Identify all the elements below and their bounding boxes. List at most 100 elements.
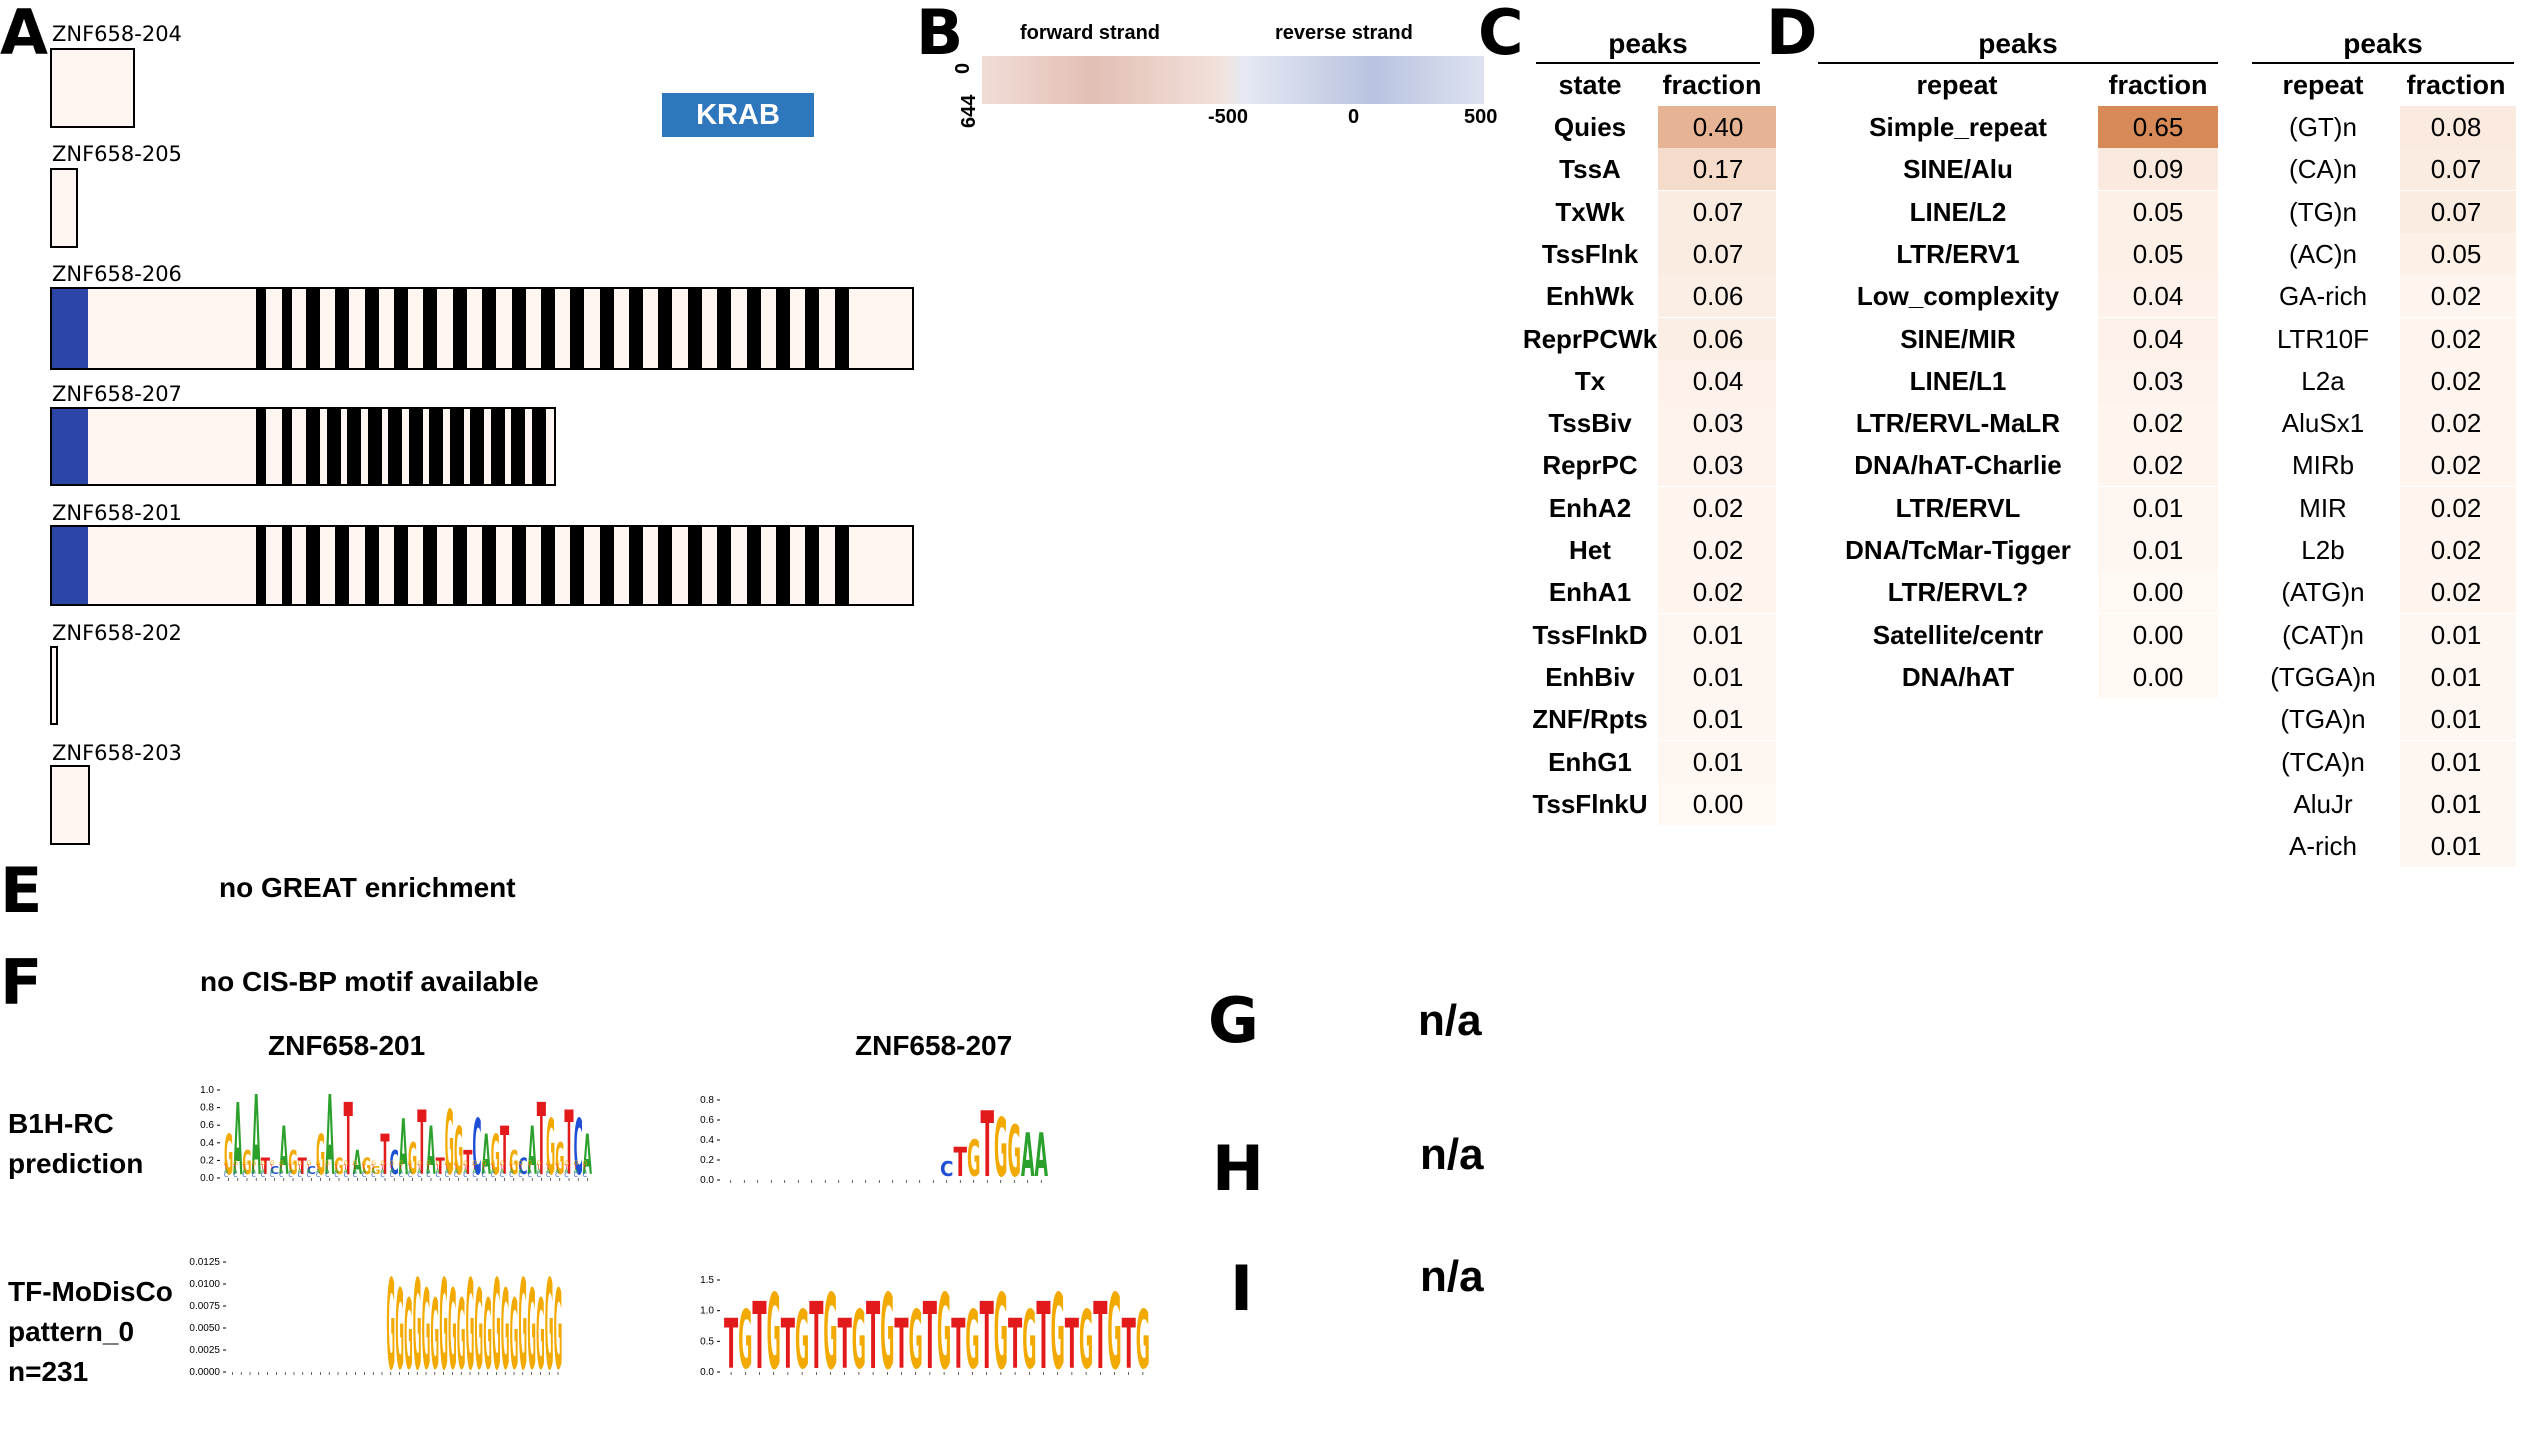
logo-small-letter: G [242, 1160, 247, 1167]
logo-letter: C [518, 1153, 527, 1179]
logo-small-letter: T [223, 1164, 228, 1171]
b1h-row-title: B1H-RC prediction [8, 1104, 143, 1184]
repeat-name-row-label: (TGA)n [2280, 704, 2366, 735]
logo-small-letter: A [279, 1168, 284, 1175]
logo-small-letter: C [242, 1172, 246, 1179]
heatmap-y-top: 0 [952, 62, 974, 74]
logo-axis-tick: 0.6 [200, 1120, 214, 1131]
logo-small-letter: C [399, 1172, 403, 1179]
logo-small-letter: T [444, 1164, 449, 1171]
table-d1-col1: repeat [1916, 70, 1998, 100]
zf-c2h2-domain [335, 289, 350, 368]
zf-c2h2-domain [282, 289, 292, 368]
state-row-value: 0.02 [1692, 535, 1744, 565]
logo-letter: A [528, 1114, 537, 1190]
panel-letter-g: G [1208, 984, 1259, 1057]
zf-c2h2-domain [746, 527, 761, 604]
logo-letter: G [937, 1272, 951, 1393]
logo-small-letter: C [316, 1172, 320, 1179]
repeat-name-row-label: MIRb [2291, 450, 2355, 481]
logo-letter: G [545, 1254, 554, 1398]
repeat-family-row-value: 0.00 [2132, 619, 2184, 650]
repeat-family-cell-bg [2098, 190, 2218, 233]
logo-letter: G [288, 1145, 297, 1182]
state-cell-bg [1658, 571, 1776, 614]
logo-letter: T [261, 1153, 271, 1179]
repeat-family-row-label: LINE/L2 [1909, 196, 2007, 227]
repeat-family-cell-bg [2098, 359, 2218, 402]
state-cell-bg [1658, 529, 1776, 571]
logo-small-letter: G [353, 1160, 358, 1167]
logo-small-letter: T [232, 1164, 237, 1171]
logo-small-letter: C [472, 1172, 476, 1179]
repeat-name-row-label: GA-rich [2278, 281, 2368, 312]
zf-c2h2-domain [490, 409, 505, 484]
logo-small-letter: T [545, 1164, 550, 1171]
logo-letter: G [823, 1272, 837, 1393]
b1h-row-title-line1: B1H-RC [8, 1108, 114, 1139]
logo-small-letter: A [564, 1168, 569, 1175]
repeat-family-row-label: DNA/TcMar-Tigger [1845, 535, 2071, 565]
logo-axis-tick: 0.0 [700, 1175, 714, 1186]
logo-letter: G [404, 1279, 413, 1391]
logo-small-letter: G [537, 1160, 542, 1167]
logo-small-letter: A [417, 1168, 422, 1175]
logo-letter: G [1008, 1112, 1022, 1194]
repeat-name-row-value: 0.02 [2430, 577, 2482, 608]
state-cell-bg [1658, 148, 1776, 191]
logo-letter: A [279, 1114, 288, 1190]
repeat-name-cell-bg [2400, 359, 2516, 402]
repeat-name-cell-bg [2400, 655, 2516, 698]
state-cell-bg [1658, 740, 1776, 783]
state-row-label: EnhA2 [1548, 492, 1632, 523]
logo-axis-tick: 0.0125 [189, 1257, 220, 1268]
repeat-name-row-label: L2a [2301, 365, 2345, 396]
repeat-family-row-label: DNA/hAT [1901, 661, 2015, 692]
logo-letter: T [344, 1083, 353, 1198]
table-c-rule [1536, 62, 1760, 64]
logo-small-letter: C [353, 1172, 357, 1179]
logo-letter: G [413, 1254, 422, 1398]
logo-letter: T [417, 1094, 426, 1196]
state-row-value: 0.01 [1692, 619, 1744, 650]
logo-small-letter: T [352, 1164, 357, 1171]
logo-small-letter: G [371, 1160, 376, 1167]
logo-small-letter: G [472, 1160, 477, 1167]
logo-small-letter: T [471, 1164, 476, 1171]
repeat-name-row-value: 0.07 [2430, 196, 2482, 227]
state-row-value: 0.40 [1692, 112, 1744, 142]
table-c-title: peaks [1608, 28, 1688, 59]
logo-axis-tick: 0.0025 [189, 1345, 220, 1356]
repeat-name-row-label: (TGGA)n [2270, 661, 2376, 692]
repeat-name-cell-bg [2400, 148, 2516, 191]
logo-small-letter: G [316, 1160, 321, 1167]
logo-small-letter: C [463, 1172, 467, 1179]
zf-c2h2-domain [511, 289, 526, 368]
zf-c2h2-domain [306, 527, 320, 604]
logo-small-letter: A [353, 1168, 358, 1175]
logo-small-letter: G [344, 1160, 349, 1167]
logo-letter: G [491, 1123, 500, 1187]
logo-letter: G [242, 1145, 251, 1182]
logo-small-letter: A [454, 1168, 459, 1175]
logo-letter: G [386, 1254, 395, 1398]
logo-small-letter: C [288, 1172, 292, 1179]
logo-small-letter: C [445, 1172, 449, 1179]
logo-small-letter: G [224, 1160, 229, 1167]
repeat-name-row-value: 0.02 [2430, 450, 2482, 481]
logo-small-letter: A [426, 1168, 431, 1175]
logo-axis-tick: 0.5 [700, 1336, 714, 1347]
table-c-col1: state [1558, 70, 1622, 100]
state-cell-bg [1658, 317, 1776, 360]
logo-small-letter: C [555, 1172, 559, 1179]
heatmap-y-bottom: 644 [958, 94, 980, 128]
repeat-name-cell-bg [2400, 613, 2516, 656]
logo-small-letter: T [527, 1164, 532, 1171]
panel-letter-c: C [1478, 0, 1524, 69]
zf-c2h2-domain [394, 289, 409, 368]
logo-small-letter: A [546, 1168, 551, 1175]
state-row-label: Het [1569, 535, 1611, 565]
modisco-row-title: TF-MoDisCo pattern_0 n=231 [8, 1272, 173, 1392]
state-row-label: TssBiv [1548, 408, 1632, 439]
